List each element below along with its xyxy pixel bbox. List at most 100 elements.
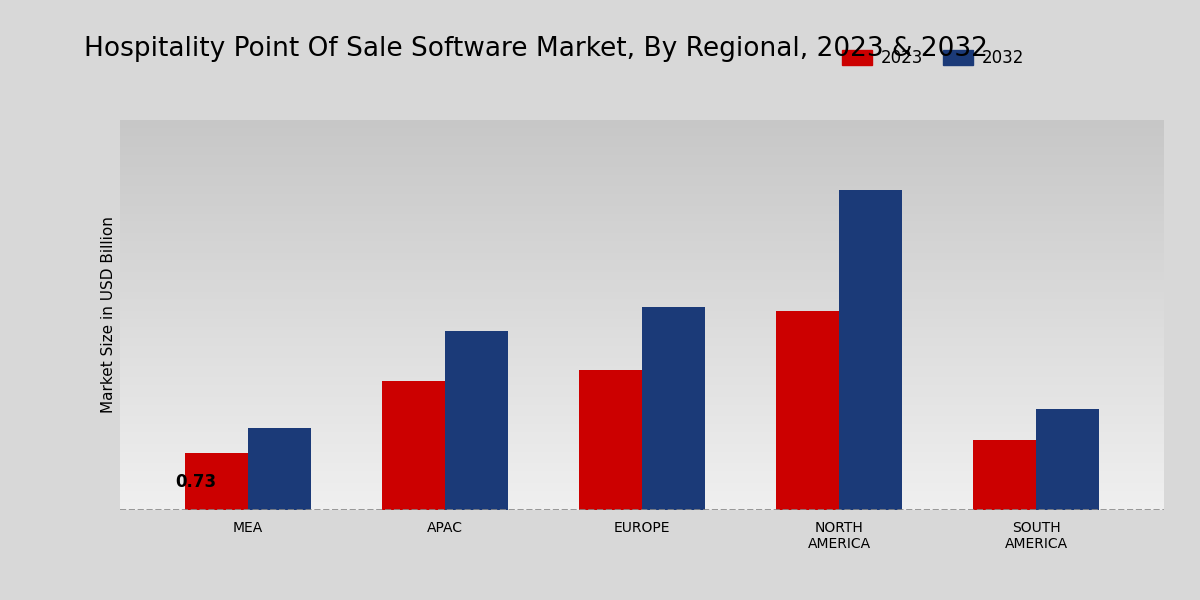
Bar	[120, 245, 1164, 249]
Bar	[120, 323, 1164, 326]
Bar	[120, 214, 1164, 217]
Bar	[185, 453, 248, 510]
Bar	[120, 221, 1164, 225]
Bar	[120, 241, 1164, 245]
Bar	[120, 303, 1164, 307]
Bar	[120, 124, 1164, 128]
Text: Hospitality Point Of Sale Software Market, By Regional, 2023 & 2032: Hospitality Point Of Sale Software Marke…	[84, 36, 988, 62]
Bar	[120, 311, 1164, 315]
Bar	[120, 280, 1164, 284]
Bar	[120, 139, 1164, 143]
Bar	[120, 159, 1164, 163]
Bar	[120, 284, 1164, 287]
Bar	[120, 272, 1164, 276]
Bar	[120, 120, 1164, 124]
Bar	[120, 326, 1164, 331]
Bar	[120, 342, 1164, 346]
Bar	[120, 490, 1164, 494]
Bar	[120, 136, 1164, 139]
Legend: 2023, 2032: 2023, 2032	[835, 43, 1031, 74]
Bar	[120, 413, 1164, 416]
Bar	[120, 482, 1164, 487]
Bar	[120, 299, 1164, 303]
Bar	[120, 397, 1164, 401]
Bar	[120, 506, 1164, 510]
Bar	[120, 268, 1164, 272]
Bar	[120, 401, 1164, 404]
Bar	[120, 249, 1164, 253]
Bar	[120, 416, 1164, 420]
Bar	[120, 494, 1164, 498]
Bar	[120, 358, 1164, 362]
Bar	[120, 287, 1164, 292]
Bar	[120, 455, 1164, 460]
Bar	[120, 206, 1164, 209]
Bar	[120, 186, 1164, 190]
Bar	[120, 132, 1164, 136]
Bar	[120, 432, 1164, 436]
Bar	[120, 315, 1164, 319]
Bar	[120, 209, 1164, 214]
Bar	[120, 260, 1164, 264]
Bar	[120, 335, 1164, 338]
Bar	[120, 475, 1164, 479]
Bar	[120, 257, 1164, 260]
Bar	[120, 354, 1164, 358]
Bar	[120, 194, 1164, 198]
Bar	[120, 276, 1164, 280]
Bar	[120, 498, 1164, 502]
Bar	[120, 448, 1164, 451]
Bar	[120, 428, 1164, 432]
Bar	[120, 175, 1164, 179]
Bar	[120, 151, 1164, 155]
Bar	[120, 409, 1164, 413]
Bar	[120, 167, 1164, 170]
Bar	[120, 393, 1164, 397]
Bar	[120, 373, 1164, 377]
Bar	[120, 451, 1164, 455]
Bar	[120, 253, 1164, 257]
Bar	[120, 370, 1164, 373]
Bar	[120, 128, 1164, 132]
Bar	[120, 467, 1164, 471]
Bar	[120, 229, 1164, 233]
Bar	[120, 233, 1164, 237]
Bar	[1036, 409, 1099, 510]
Bar	[120, 502, 1164, 506]
Bar	[120, 295, 1164, 299]
Bar	[120, 331, 1164, 335]
Bar	[776, 311, 839, 510]
Bar	[120, 362, 1164, 365]
Bar	[120, 170, 1164, 175]
Bar	[120, 163, 1164, 167]
Bar	[120, 479, 1164, 482]
Bar	[120, 487, 1164, 490]
Bar	[120, 190, 1164, 194]
Bar	[120, 443, 1164, 448]
Bar	[120, 377, 1164, 382]
Bar	[120, 143, 1164, 148]
Bar	[120, 440, 1164, 444]
Bar	[120, 436, 1164, 440]
Bar	[120, 471, 1164, 475]
Bar	[120, 346, 1164, 350]
Bar	[382, 382, 445, 510]
Bar	[120, 217, 1164, 221]
Bar	[120, 385, 1164, 389]
Bar	[120, 237, 1164, 241]
Bar	[120, 155, 1164, 159]
Bar	[120, 460, 1164, 463]
Bar	[973, 440, 1036, 510]
Bar	[120, 424, 1164, 428]
Bar	[120, 198, 1164, 202]
Bar	[120, 182, 1164, 187]
Bar	[642, 307, 706, 510]
Bar	[120, 202, 1164, 206]
Bar	[120, 338, 1164, 342]
Text: 0.73: 0.73	[175, 473, 216, 491]
Bar	[120, 389, 1164, 393]
Bar	[120, 179, 1164, 182]
Bar	[120, 350, 1164, 354]
Y-axis label: Market Size in USD Billion: Market Size in USD Billion	[101, 217, 116, 413]
Bar	[578, 370, 642, 510]
